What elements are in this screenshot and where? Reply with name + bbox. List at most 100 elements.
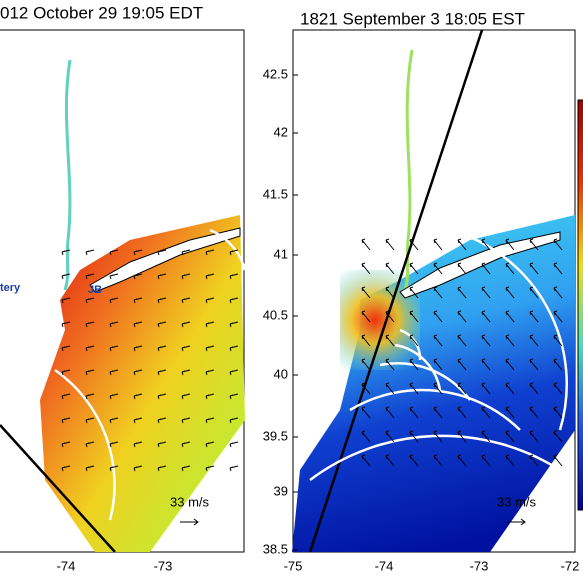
wind-arrow: [553, 262, 563, 275]
wind-arrow: [553, 334, 563, 347]
island: [89, 227, 241, 293]
wind-arrow: [205, 345, 215, 352]
wind-arrow: [433, 310, 443, 323]
wind-arrow: [157, 417, 167, 424]
wind-arrow: [61, 321, 71, 328]
wind-arrow: [505, 430, 515, 443]
wind-arrow: [205, 297, 215, 304]
wind-arrow: [109, 297, 119, 304]
wind-arrow: [181, 393, 191, 400]
wind-arrow: [529, 382, 539, 395]
wind-arrow: [409, 430, 419, 443]
wind-arrow: [505, 334, 515, 347]
wind-arrow: [457, 310, 467, 323]
wind-arrow: [553, 454, 563, 467]
y-tick-label: 40.5: [263, 307, 288, 322]
wind-arrow: [109, 465, 119, 472]
wind-arrow: [205, 321, 215, 328]
wind-arrow: [457, 238, 467, 251]
wind-arrow: [133, 297, 143, 304]
wind-arrow: [505, 382, 515, 395]
wind-arrow: [457, 334, 467, 347]
wind-arrow: [433, 334, 443, 347]
wind-arrow: [157, 321, 167, 328]
wind-arrow: [361, 430, 371, 443]
wind-arrow: [181, 249, 191, 256]
wind-arrow: [433, 238, 443, 251]
wind-arrow: [409, 286, 419, 299]
wind-arrow: [433, 406, 443, 419]
wind-arrow: [385, 238, 395, 251]
right-panel: 1821 September 3 18:05 EST 33 m/s 42.5 42…: [263, 9, 583, 573]
y-tick-label: 41.5: [263, 186, 288, 201]
wind-arrow: [229, 321, 239, 328]
wind-arrow: [433, 430, 443, 443]
wind-arrow: [205, 369, 215, 376]
wind-arrow: [553, 406, 563, 419]
annotation: tery: [0, 282, 21, 294]
wind-arrow: [157, 249, 167, 256]
x-tick-label: -73: [154, 558, 173, 573]
wind-arrow: [553, 430, 563, 443]
wind-arrow: [481, 406, 491, 419]
wind-arrow: [409, 382, 419, 395]
wind-arrow: [157, 345, 167, 352]
wind-arrow: [385, 430, 395, 443]
wind-arrow: [229, 369, 239, 376]
wind-arrow: [529, 334, 539, 347]
wind-arrow: [433, 262, 443, 275]
wind-arrow: [385, 310, 395, 323]
wind-arrow: [133, 345, 143, 352]
wind-arrow: [61, 297, 71, 304]
wind-arrow: [61, 273, 71, 280]
wind-arrow: [133, 249, 143, 256]
wind-arrow: [61, 345, 71, 352]
wind-arrow: [361, 454, 371, 467]
wind-arrow: [85, 393, 95, 400]
wind-arrow: [409, 262, 419, 275]
wind-arrow: [553, 358, 563, 371]
wind-arrow: [505, 454, 515, 467]
storm-track: [0, 424, 116, 553]
wind-arrow: [433, 454, 443, 467]
wind-arrow: [157, 441, 167, 448]
wind-arrows: [61, 238, 563, 472]
wind-arrow: [457, 286, 467, 299]
wind-arrow: [505, 310, 515, 323]
wind-arrow: [85, 441, 95, 448]
radius-circle: [54, 368, 116, 521]
panel-title: 1821 September 3 18:05 EST: [300, 9, 525, 28]
wind-arrow: [133, 393, 143, 400]
wind-arrow: [385, 334, 395, 347]
wind-arrow: [433, 358, 443, 371]
y-tick-label: 39.5: [263, 428, 288, 443]
y-tick-label: 41: [274, 246, 288, 261]
scale-label: 33 m/s: [170, 494, 210, 509]
wind-arrow: [133, 369, 143, 376]
wind-arrow: [157, 273, 167, 280]
wind-arrow: [109, 249, 119, 256]
wind-arrow: [409, 358, 419, 371]
wind-arrow: [229, 393, 239, 400]
wind-arrow: [361, 334, 371, 347]
wind-arrow: [481, 454, 491, 467]
wind-arrow: [481, 286, 491, 299]
wind-arrow: [457, 430, 467, 443]
wind-arrow: [85, 417, 95, 424]
wind-arrow: [109, 273, 119, 280]
island: [399, 231, 561, 299]
wind-arrow: [409, 334, 419, 347]
wind-arrow: [205, 441, 215, 448]
wind-arrow: [481, 310, 491, 323]
wind-arrow: [457, 382, 467, 395]
wind-arrow: [553, 238, 563, 251]
wind-arrow: [181, 417, 191, 424]
wind-arrow: [133, 321, 143, 328]
wind-arrow: [481, 334, 491, 347]
wind-arrow: [229, 273, 239, 280]
wind-arrow: [109, 441, 119, 448]
wind-arrow: [385, 262, 395, 275]
wind-arrow: [133, 273, 143, 280]
velocity-field: [40, 215, 245, 552]
storm-track: [308, 29, 484, 553]
